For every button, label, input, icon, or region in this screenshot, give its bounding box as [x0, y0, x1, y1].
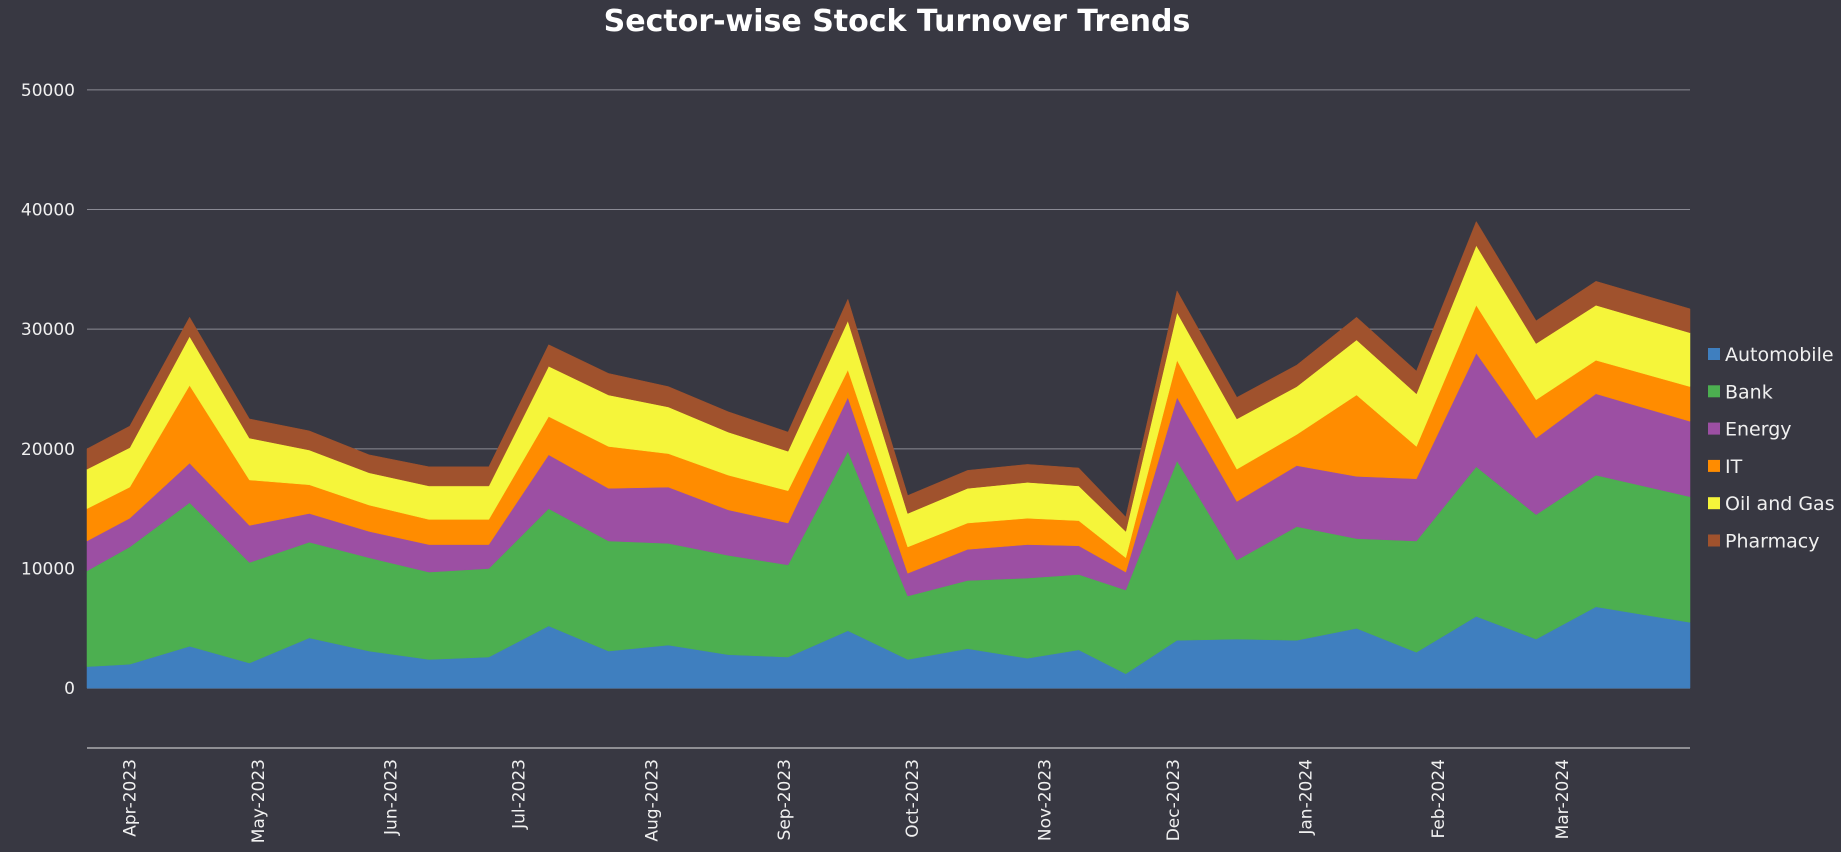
x-tick-label: Mar-2024	[1553, 759, 1573, 839]
x-tick-label: Jun-2023	[382, 759, 402, 836]
x-tick-label: Aug-2023	[642, 759, 662, 842]
x-tick-label: May-2023	[249, 759, 269, 843]
legend-label-energy: Energy	[1725, 419, 1792, 441]
x-tick-label: Oct-2023	[903, 759, 923, 838]
x-tick-label: Sep-2023	[775, 759, 795, 840]
y-tick-label: 50000	[21, 81, 75, 101]
legend: Automobile Bank Energy IT Oil and Gas Pharmac…	[1708, 344, 1835, 553]
legend-label-automobile: Automobile	[1725, 344, 1834, 366]
y-tick-label: 30000	[21, 320, 75, 340]
area-series	[86, 220, 1691, 689]
y-tick-label: 0	[64, 679, 75, 699]
x-tick-label: Jul-2023	[510, 759, 530, 830]
legend-label-it: IT	[1725, 456, 1743, 478]
legend-swatch-energy	[1708, 422, 1720, 435]
y-tick-label: 40000	[21, 201, 75, 221]
y-axis: 0 10000 20000 30000 40000 50000	[21, 81, 75, 699]
legend-swatch-oil-and-gas	[1708, 497, 1720, 510]
x-tick-label: Feb-2024	[1429, 759, 1449, 839]
legend-label-bank: Bank	[1725, 381, 1773, 403]
x-tick-label: Dec-2023	[1164, 759, 1184, 841]
x-tick-label: Jan-2024	[1296, 759, 1316, 836]
x-tick-label: Nov-2023	[1036, 759, 1056, 841]
x-axis: Apr-2023 May-2023 Jun-2023 Jul-2023 Aug-2023…	[121, 759, 1573, 843]
legend-swatch-bank	[1708, 385, 1720, 398]
legend-label-pharmacy: Pharmacy	[1725, 531, 1819, 553]
chart-title: Sector-wise Stock Turnover Trends	[604, 4, 1191, 39]
legend-swatch-automobile	[1708, 348, 1720, 360]
legend-swatch-pharmacy	[1708, 534, 1720, 547]
area-pharmacy	[86, 220, 1691, 532]
legend-swatch-it	[1708, 459, 1720, 472]
y-tick-label: 20000	[21, 440, 75, 460]
legend-label-oil-and-gas: Oil and Gas	[1725, 493, 1835, 515]
y-tick-label: 10000	[21, 560, 75, 580]
x-tick-label: Apr-2023	[121, 759, 141, 837]
